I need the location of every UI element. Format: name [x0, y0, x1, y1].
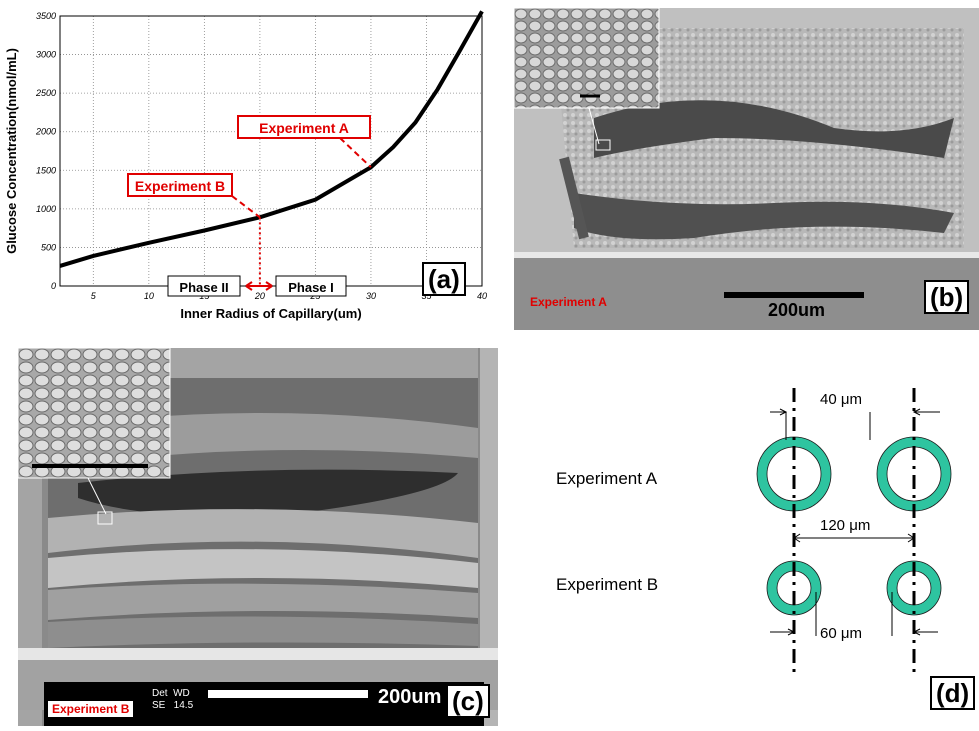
panel-c-meta-det: Det WD [152, 688, 190, 699]
panel-b-tag: Experiment A [530, 295, 607, 309]
panel-a-label: (a) [422, 262, 466, 296]
y-tick-label: 0 [51, 281, 56, 291]
annotation-arrow-b [231, 195, 261, 219]
y-axis-label: Glucose Concentration(nmol/mL) [4, 48, 19, 254]
x-axis-label: Inner Radius of Capillary(um) [180, 306, 361, 321]
row-a-label: Experiment A [556, 469, 658, 488]
row-b-label: Experiment B [556, 575, 658, 594]
concentration-curve [59, 10, 484, 268]
panel-c-tag: Experiment B [48, 701, 134, 717]
panel-c-label: (c) [446, 684, 490, 718]
sem-b-texture [514, 8, 979, 330]
x-tick-label: 10 [144, 291, 154, 301]
dim-40-label: 40 μm [820, 391, 862, 408]
y-tick-label: 500 [41, 242, 56, 252]
y-tick-label: 2000 [35, 127, 56, 137]
phase-ii-box: Phase II [167, 275, 241, 297]
x-tick-label: 20 [254, 291, 265, 301]
annotation-a-box: Experiment A [237, 115, 371, 139]
annotation-arrow-a [339, 137, 372, 168]
y-tick-label: 1500 [36, 165, 56, 175]
panel-b-label: (b) [924, 280, 970, 314]
sem-c-texture [18, 348, 498, 726]
annotation-b-text: Experiment B [135, 178, 225, 194]
y-tick-label: 3000 [36, 50, 56, 60]
annotation-b-box: Experiment B [127, 173, 233, 197]
dim-60-label: 60 μm [820, 625, 862, 642]
x-tick-label: 30 [366, 291, 376, 301]
phase-i-box: Phase I [275, 275, 347, 297]
y-tick-label: 2500 [35, 88, 56, 98]
panel-b-sem-image: Experiment A 200um (b) [514, 8, 979, 330]
panel-d-schematic: Experiment A Experiment B 40 μm 120 μm [520, 360, 979, 726]
y-tick-label: 1000 [36, 204, 56, 214]
x-tick-label: 40 [477, 291, 487, 301]
panel-c-meta-se: SE 14.5 [152, 700, 194, 711]
capillary-diagram: Experiment A Experiment B 40 μm 120 μm [556, 388, 952, 676]
y-tick-label: 3500 [36, 11, 56, 21]
x-tick-label: 5 [91, 291, 97, 301]
phase-double-arrow [245, 281, 273, 291]
phase-i-label: Phase I [288, 280, 334, 295]
panel-b-scale: 200um [768, 300, 826, 320]
annotation-a-text: Experiment A [259, 120, 349, 136]
x-tick-label: 35 [421, 291, 432, 301]
panel-d-label: (d) [930, 676, 976, 710]
phase-ii-label: Phase II [179, 280, 228, 295]
panel-c-sem-image: Experiment B Det WD SE 14.5 200um (c) [18, 348, 498, 726]
dim-120-label: 120 μm [820, 517, 870, 534]
panel-c-scale: 200um [378, 686, 442, 708]
